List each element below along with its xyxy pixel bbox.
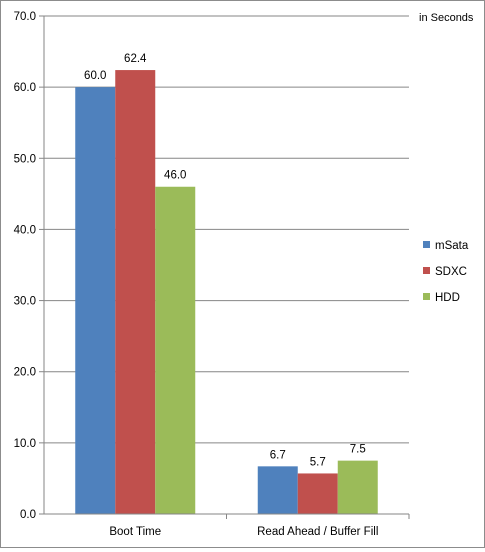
y-axis-ticks: 0.0 10.0 20.0 30.0 40.0 50.0 60.0 70.0: [14, 11, 36, 521]
legend-label: HDD: [435, 292, 460, 304]
bar-hdd: [337, 460, 378, 514]
x-tick-label: Boot Time: [109, 526, 161, 538]
x-axis-ticks: Boot Time Read Ahead / Buffer Fill: [109, 526, 378, 538]
legend-swatch-msata: [423, 241, 430, 248]
y-tick-label: 50.0: [14, 153, 36, 165]
bar-hdd: [155, 186, 196, 514]
bar-sdxc: [297, 473, 338, 514]
legend: mSata SDXC HDD: [423, 240, 469, 304]
y-tick-label: 0.0: [20, 509, 36, 521]
data-label: 6.7: [270, 449, 286, 461]
data-label: 60.0: [84, 70, 106, 82]
unit-note: in Seconds: [419, 12, 474, 24]
y-tick-label: 70.0: [14, 11, 36, 23]
legend-swatch-hdd: [423, 293, 430, 300]
y-tick-label: 40.0: [14, 224, 36, 236]
bars: [75, 70, 378, 515]
y-tick-label: 20.0: [14, 367, 36, 379]
y-tick-label: 10.0: [14, 438, 36, 450]
legend-label: mSata: [435, 240, 469, 252]
y-tick-label: 60.0: [14, 82, 36, 94]
bar-sdxc: [115, 70, 156, 514]
legend-swatch-sdxc: [423, 267, 430, 274]
y-tick-label: 30.0: [14, 296, 36, 308]
data-label: 46.0: [164, 170, 186, 182]
data-labels: 60.0 62.4 46.0 6.7 5.7 7.5: [84, 53, 366, 468]
bar-msata: [257, 466, 298, 514]
data-label: 7.5: [350, 444, 366, 456]
legend-label: SDXC: [435, 266, 467, 278]
bar-msata: [75, 87, 116, 515]
data-label: 5.7: [310, 456, 326, 468]
data-label: 62.4: [124, 53, 147, 65]
x-tick-label: Read Ahead / Buffer Fill: [257, 526, 378, 538]
